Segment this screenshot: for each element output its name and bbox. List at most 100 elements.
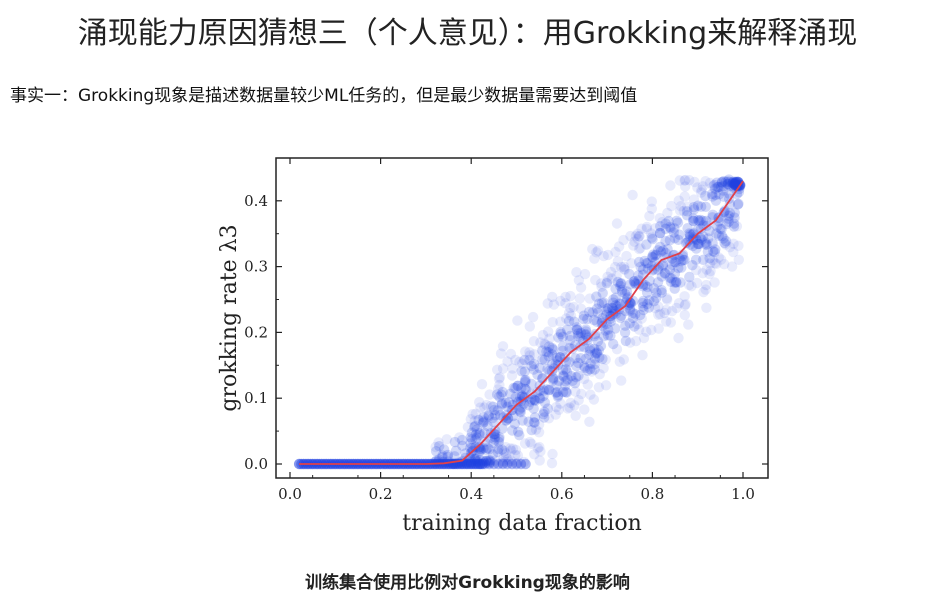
scatter-point [516, 402, 527, 413]
scatter-point [449, 436, 461, 448]
scatter-point [500, 452, 512, 463]
scatter-point [680, 181, 691, 192]
scatter-point [579, 404, 590, 415]
scatter-point [644, 295, 655, 306]
scatter-point [695, 187, 707, 198]
scatter-point [566, 371, 577, 382]
scatter-point [647, 251, 658, 262]
scatter-point [491, 389, 503, 400]
scatter-point [618, 354, 629, 365]
scatter-point [594, 352, 605, 363]
scatter-point [584, 343, 596, 354]
scatter-point [713, 230, 724, 241]
scatter-point [437, 452, 448, 463]
scatter-point [704, 177, 716, 189]
scatter-point [668, 227, 679, 238]
scatter-point [662, 294, 673, 305]
scatter-point [487, 413, 498, 424]
scatter-point [507, 363, 518, 374]
scatter-point [544, 333, 555, 344]
scatter-point [569, 378, 581, 389]
scatter-point [578, 313, 589, 325]
scatter-point [503, 397, 515, 408]
scatter-point [611, 271, 622, 282]
scatter-point [688, 215, 699, 227]
scatter-point [564, 402, 575, 413]
scatter-point [529, 394, 540, 406]
scatter-point [585, 363, 596, 375]
scatter-point [528, 364, 539, 375]
scatter-point [591, 291, 602, 302]
scatter-point [655, 221, 666, 232]
scatter-point [552, 391, 564, 402]
scatter-point [688, 213, 699, 224]
scatter-point [553, 375, 565, 386]
scatter-point [660, 267, 671, 279]
scatter-point [579, 268, 591, 280]
scatter-point [473, 442, 484, 453]
scatter-point [696, 201, 707, 212]
scatter-point [557, 364, 569, 376]
scatter-point [579, 362, 591, 374]
scatter-point [637, 279, 649, 290]
scatter-point [526, 394, 537, 405]
scatter-point [490, 425, 501, 436]
scatter-point [465, 414, 476, 425]
scatter-point [704, 225, 715, 237]
scatter-point [494, 432, 505, 443]
scatter-point [557, 341, 568, 352]
scatter-point [704, 268, 715, 280]
scatter-point [694, 216, 705, 227]
scatter-point [654, 241, 666, 253]
scatter-point [619, 264, 630, 275]
scatter-point [539, 406, 550, 417]
scatter-point [584, 349, 595, 360]
scatter-point [652, 277, 664, 288]
scatter-point [560, 291, 571, 303]
y-axis-label: grokking rate λ3 [217, 224, 242, 411]
scatter-point [484, 444, 495, 455]
scatter-point [514, 430, 525, 441]
scatter-point [567, 375, 578, 386]
scatter-point [679, 291, 690, 302]
scatter-point [471, 432, 482, 443]
scatter-point [707, 209, 718, 220]
scatter-point [671, 215, 682, 226]
scatter-point [732, 199, 744, 210]
scatter-point [671, 302, 682, 314]
x-tick-label: 1.0 [731, 485, 755, 503]
scatter-point [691, 264, 702, 276]
scatter-point [560, 364, 571, 375]
scatter-point [481, 456, 492, 467]
scatter-point [628, 276, 639, 287]
scatter-point [719, 205, 731, 216]
scatter-point [661, 293, 672, 304]
scatter-point [633, 256, 645, 268]
scatter-point [701, 264, 712, 275]
scatter-point [589, 331, 600, 342]
scatter-point [466, 433, 478, 445]
scatter-point [660, 236, 671, 247]
scatter-point [643, 302, 655, 313]
scatter-point [669, 283, 680, 294]
scatter-point [534, 441, 545, 453]
scatter-point [596, 281, 607, 292]
scatter-point [596, 297, 608, 309]
mean-line [299, 180, 744, 465]
scatter-point [600, 354, 611, 365]
scatter-point [500, 442, 511, 453]
scatter-point [475, 458, 486, 470]
scatter-point [555, 316, 566, 327]
scatter-point [611, 344, 623, 355]
scatter-point [574, 293, 585, 304]
scatter-point [539, 354, 550, 365]
scatter-point [633, 324, 645, 335]
scatter-point [701, 279, 712, 291]
scatter-point [698, 254, 709, 265]
scatter-point [490, 410, 501, 421]
scatter-point [530, 395, 541, 406]
scatter-point [497, 458, 508, 469]
scatter-point [624, 297, 636, 309]
scatter-point [547, 344, 559, 355]
